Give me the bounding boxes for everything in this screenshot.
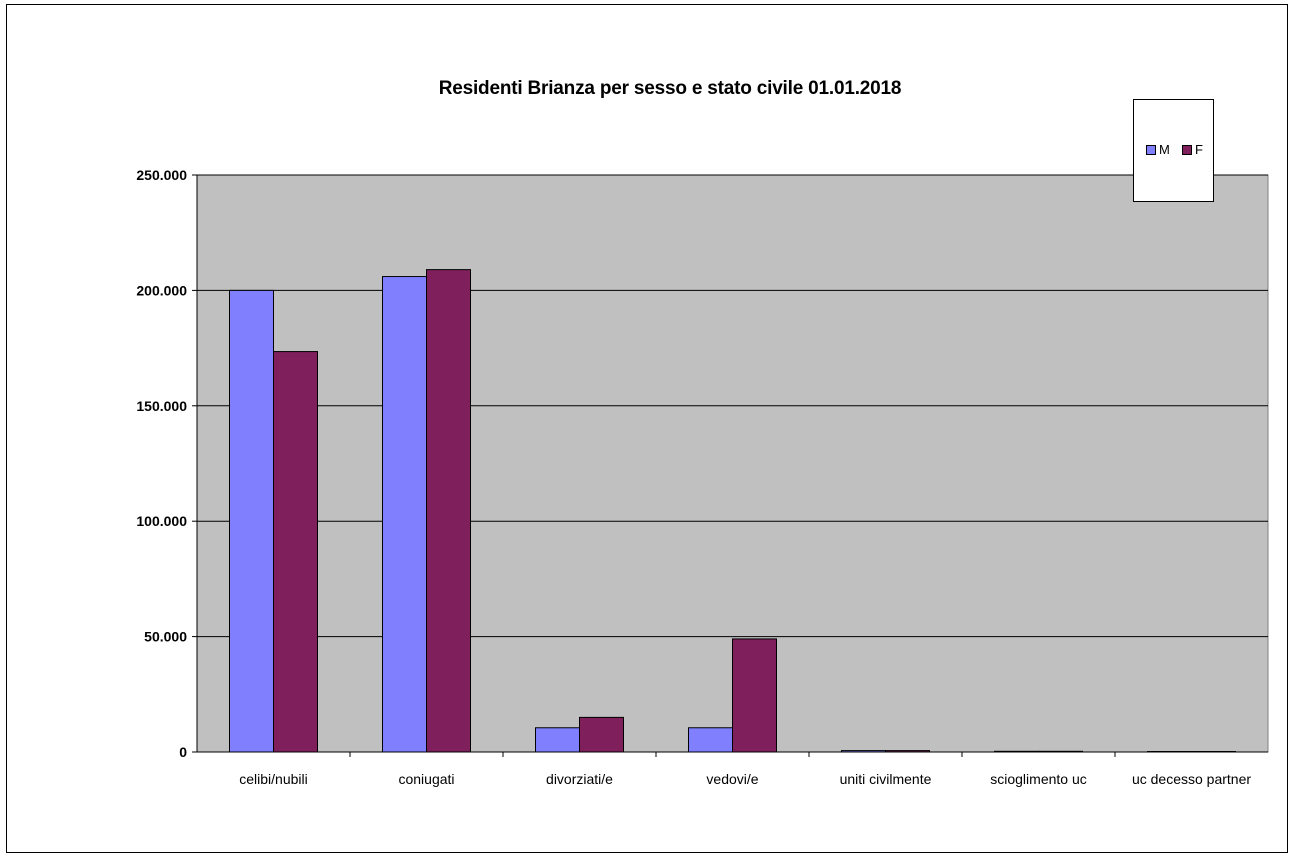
bar-F-2 [579, 716, 624, 753]
y-tick-label: 150.000 [136, 398, 187, 414]
bar-M-4 [841, 750, 886, 753]
y-tick-label: 250.000 [136, 167, 187, 183]
bar-M-1 [382, 276, 427, 753]
y-tick-label: 100.000 [136, 513, 187, 529]
bar-M-3 [688, 727, 733, 753]
bar-F-3 [732, 638, 777, 753]
legend-item-F: F [1182, 142, 1203, 157]
bar-F-4 [885, 750, 930, 753]
bar-F-5 [1038, 750, 1083, 753]
y-tick-label: 200.000 [136, 282, 187, 298]
y-tick-label: 50.000 [144, 629, 187, 645]
x-tick-label: uc decesso partner [1132, 771, 1251, 787]
x-tick-label: coniugati [398, 771, 454, 787]
x-tick-label: scioglimento uc [990, 771, 1087, 787]
legend-swatch [1146, 144, 1156, 155]
y-tick-label: 0 [179, 744, 187, 760]
bar-F-6 [1191, 751, 1236, 753]
bar-F-1 [426, 269, 471, 753]
bar-F-0 [273, 351, 318, 753]
x-tick-label: uniti civilmente [840, 771, 932, 787]
bar-M-5 [994, 750, 1039, 753]
x-tick-label: celibi/nubili [239, 771, 307, 787]
bar-M-0 [229, 289, 274, 753]
x-tick-label: divorziati/e [546, 771, 613, 787]
bar-M-2 [535, 727, 580, 753]
bar-M-6 [1147, 751, 1192, 753]
legend-label: M [1159, 142, 1170, 157]
x-tick-label: vedovi/e [706, 771, 758, 787]
legend-swatch [1182, 144, 1192, 155]
legend-item-M: M [1146, 142, 1170, 157]
chart-title: Residenti Brianza per sesso e stato civi… [438, 78, 902, 99]
legend-label: F [1195, 142, 1203, 157]
